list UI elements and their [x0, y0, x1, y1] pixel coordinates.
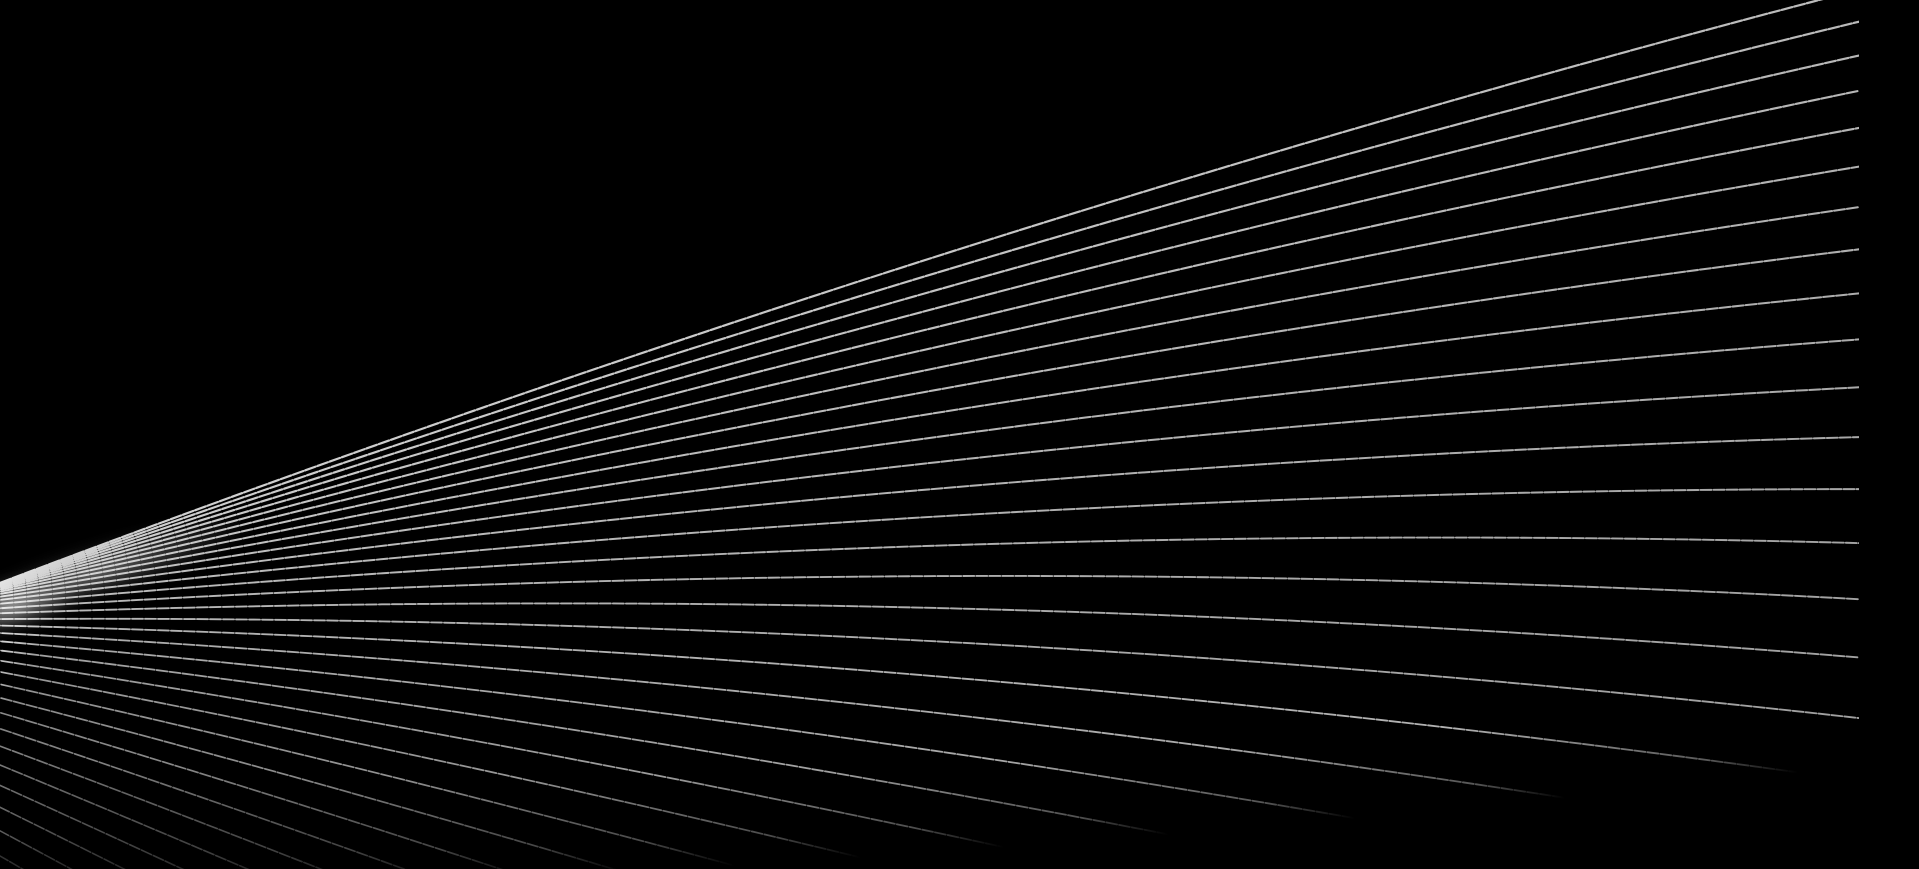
- light-line: [0, 436, 1859, 598]
- light-line: [0, 806, 126, 869]
- light-line: [0, 829, 73, 869]
- light-line: [0, 20, 1859, 585]
- light-line: [0, 632, 1566, 799]
- light-line: [0, 536, 1859, 605]
- light-line: [0, 727, 407, 869]
- light-line: [0, 683, 736, 867]
- light-line: [0, 386, 1859, 595]
- light-line: [0, 206, 1859, 588]
- light-line: [0, 0, 1824, 585]
- light-line: [0, 338, 1859, 593]
- light-line: [0, 248, 1859, 590]
- light-line: [0, 617, 1859, 720]
- light-line: [0, 711, 504, 869]
- light-line: [0, 659, 1005, 849]
- light-line: [0, 54, 1859, 585]
- light-line: [0, 89, 1859, 586]
- glow-core: [0, 575, 83, 637]
- light-line: [0, 488, 1859, 601]
- convergence-glow: [0, 514, 258, 637]
- light-line: [0, 165, 1859, 587]
- light-fan: [0, 0, 1859, 869]
- light-line: [0, 671, 862, 859]
- light-line: [0, 784, 185, 869]
- light-line: [0, 602, 1859, 659]
- light-line: [0, 764, 250, 869]
- light-line: [0, 292, 1859, 591]
- light-line: [0, 640, 1356, 820]
- light-line: [0, 624, 1799, 774]
- light-line: [0, 575, 1859, 610]
- light-line: [0, 745, 323, 869]
- light-line: [0, 649, 1170, 836]
- light-line: [0, 126, 1859, 587]
- light-line: [0, 696, 617, 869]
